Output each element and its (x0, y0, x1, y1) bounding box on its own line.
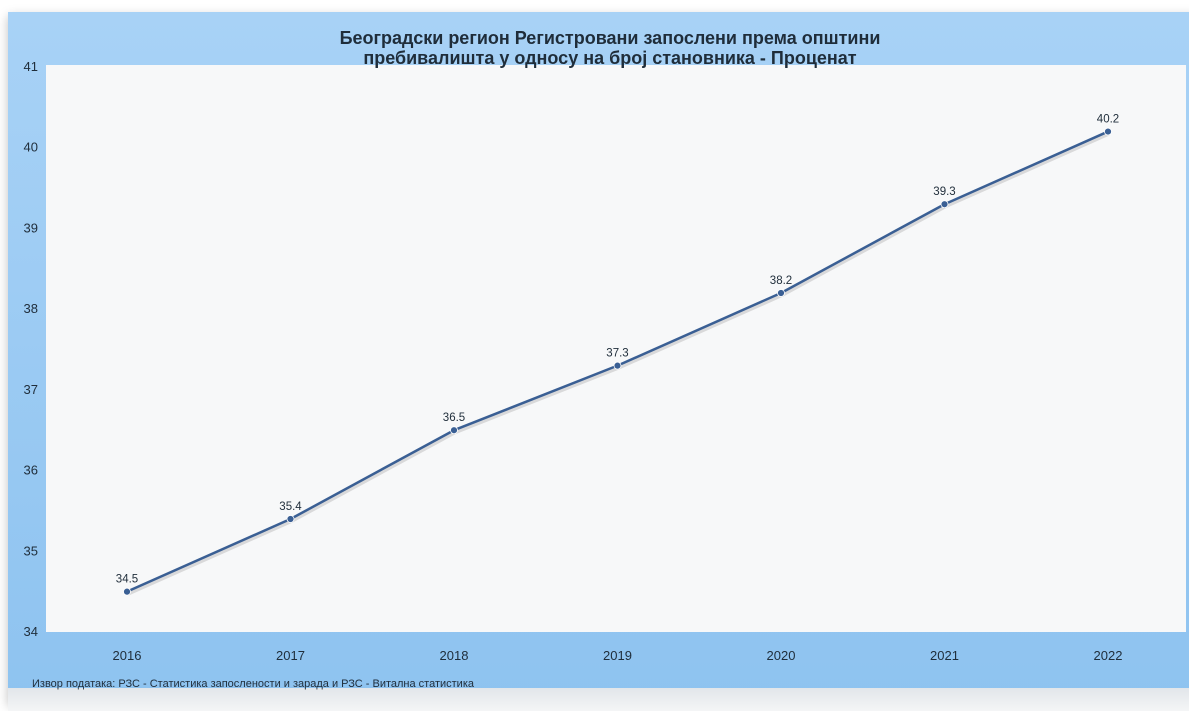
y-tick-label: 40 (24, 140, 38, 155)
data-point (777, 289, 785, 297)
data-label: 37.3 (606, 348, 628, 360)
source-note: Извор података: РЗС - Статистика запосле… (32, 678, 475, 690)
y-tick-label: 37 (24, 382, 38, 397)
chart-title-line-2: пребивалишта у односу на број становника… (363, 48, 856, 68)
x-tick-label: 2022 (1094, 648, 1123, 663)
chart-title: Београдски регион Регистровани запослени… (340, 28, 881, 68)
data-label: 36.5 (443, 412, 465, 424)
series-group (123, 127, 1112, 596)
data-point (286, 515, 295, 523)
data-point (123, 587, 131, 596)
plot-area (46, 65, 1186, 632)
x-tick-label: 2021 (930, 648, 959, 663)
data-labels: 34.5 35.4 36.5 37.3 38.2 39.3 40.2 (116, 114, 1119, 586)
x-axis: 2016 2017 2018 2019 2020 2021 2022 (113, 648, 1123, 663)
x-tick-label: 2019 (603, 648, 632, 663)
y-axis: 34 35 36 37 38 39 40 41 (24, 59, 38, 639)
frame-bottom-strip (8, 688, 1189, 711)
x-tick-label: 2018 (440, 648, 469, 663)
data-label: 35.4 (279, 501, 302, 513)
data-point (940, 200, 949, 209)
data-label: 34.5 (116, 574, 138, 586)
data-point (1104, 127, 1112, 136)
x-tick-label: 2016 (113, 648, 142, 663)
y-tick-label: 36 (24, 463, 38, 478)
x-tick-label: 2017 (276, 648, 305, 663)
data-label: 38.2 (770, 275, 792, 287)
y-tick-label: 39 (24, 220, 38, 235)
chart-title-line-1: Београдски регион Регистровани запослени… (340, 28, 881, 48)
y-tick-label: 34 (24, 624, 38, 639)
x-tick-label: 2020 (767, 648, 796, 663)
y-tick-label: 41 (24, 59, 38, 74)
data-label: 40.2 (1097, 114, 1119, 126)
y-tick-label: 38 (24, 301, 38, 316)
data-point (450, 426, 458, 435)
y-tick-label: 35 (24, 543, 38, 558)
data-label: 39.3 (933, 186, 955, 198)
data-point (613, 361, 622, 370)
